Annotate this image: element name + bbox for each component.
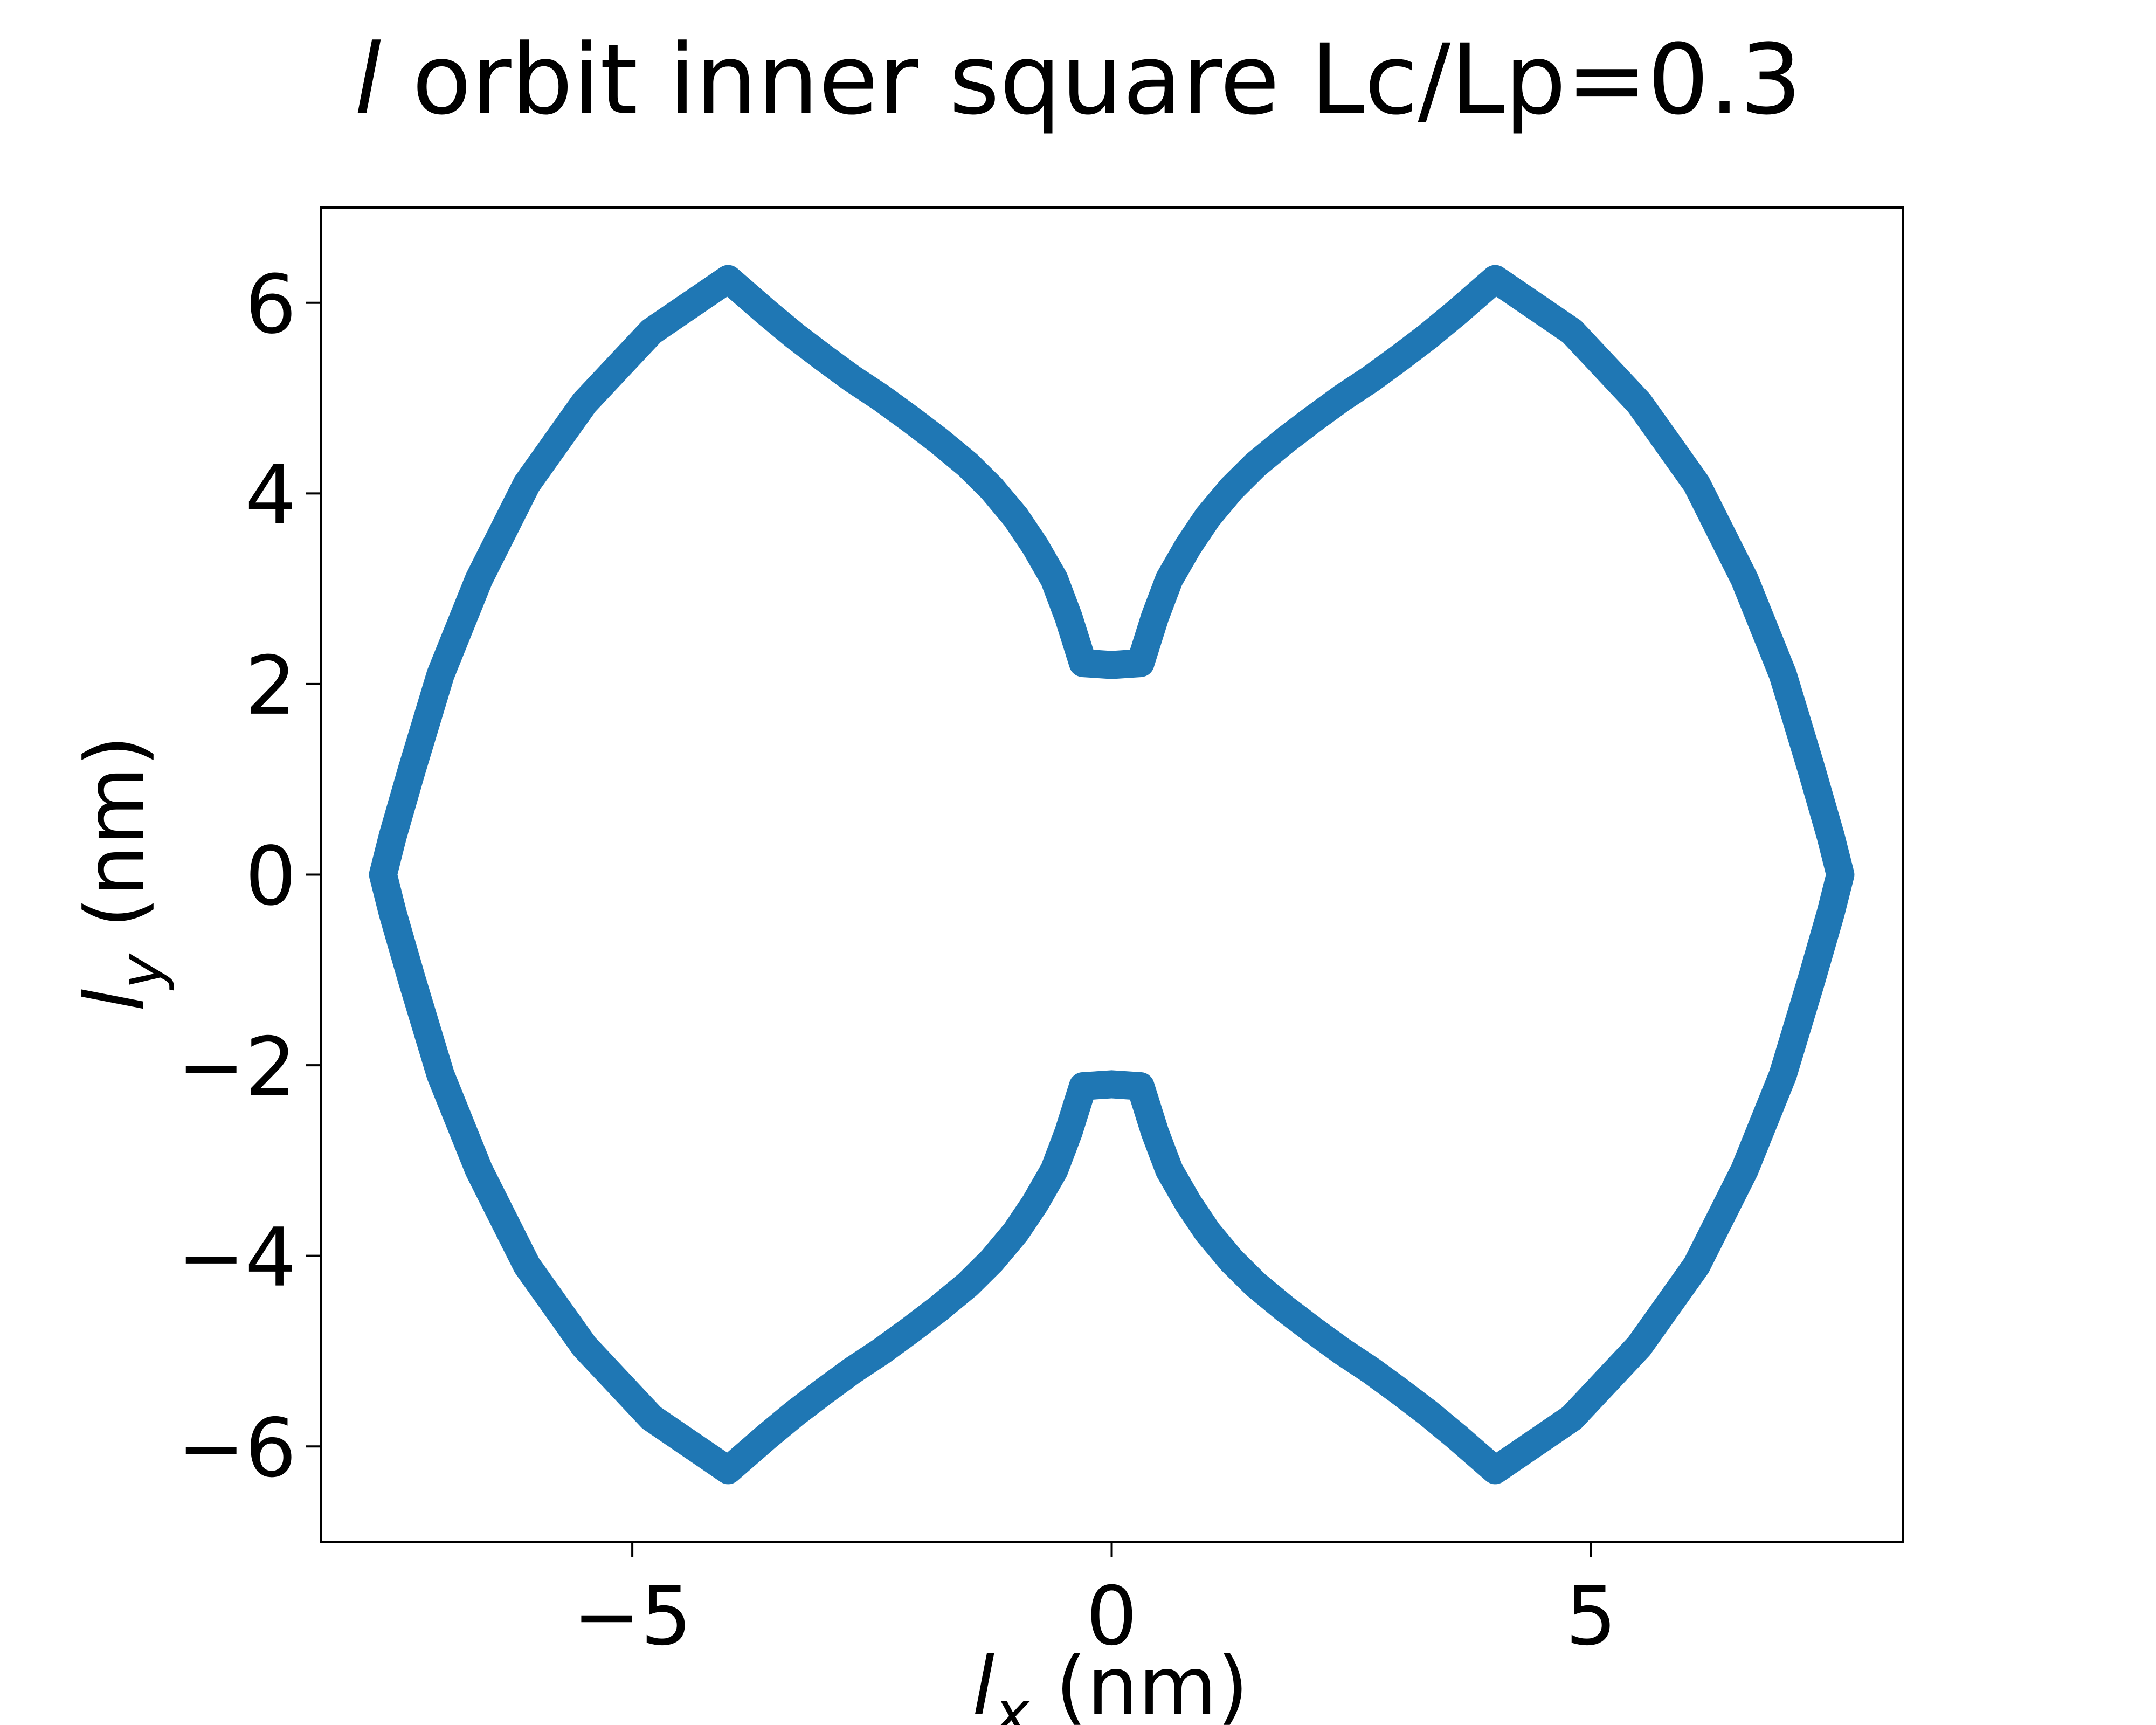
chart-title-text: orbit inner square Lc/Lp=0.3 [381, 24, 1802, 136]
y-tick-label: 4 [245, 448, 296, 542]
x-axis-label-subscript: x [993, 1678, 1031, 1725]
chart-title-symbol: l [354, 24, 381, 136]
y-tick-label: 0 [245, 830, 296, 924]
x-axis-label-symbol: l [972, 1640, 995, 1725]
x-axis-ticks: −5 0 5 [573, 1542, 1617, 1664]
y-tick-label: 2 [245, 639, 296, 733]
y-axis-label-unit: (nm) [68, 735, 162, 954]
chart-title: l orbit inner square Lc/Lp=0.3 [354, 24, 1802, 136]
plot-area [320, 206, 1904, 1543]
y-tick-label: −2 [177, 1020, 296, 1114]
y-axis-label: ly (nm) [68, 735, 176, 1012]
x-tick-label: 0 [1086, 1570, 1137, 1664]
y-tick-label: −6 [177, 1402, 296, 1495]
y-axis-ticks: −6 −4 −2 0 2 4 6 [177, 258, 321, 1495]
y-axis-label-subscript: y [107, 953, 176, 991]
y-axis-label-symbol: l [68, 989, 162, 1012]
x-tick-label: −5 [573, 1570, 692, 1664]
y-tick-label: 6 [245, 258, 296, 352]
x-tick-label: 5 [1565, 1570, 1616, 1664]
series-line-0 [369, 265, 1855, 1485]
x-axis-label-unit: (nm) [1029, 1640, 1248, 1725]
x-axis-label: lx (nm) [972, 1640, 1249, 1725]
plot-frame [320, 206, 1904, 1543]
y-tick-label: −4 [177, 1211, 296, 1305]
